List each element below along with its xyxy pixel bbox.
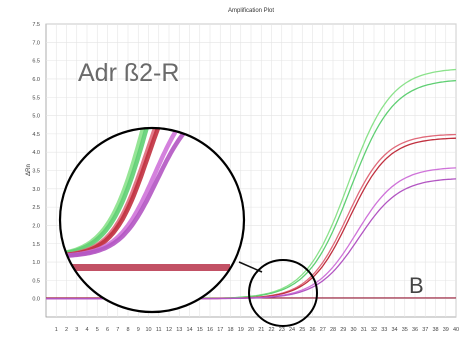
x-tick-label: 23 [279,327,285,333]
y-tick-label: 1.5 [32,242,40,248]
y-tick-label: 2.0 [32,223,40,229]
x-tick-label: 18 [227,327,233,333]
x-tick-label: 3 [75,327,78,333]
x-tick-label: 28 [330,327,336,333]
x-tick-label: 15 [197,327,203,333]
y-tick-label: 7.5 [32,22,40,28]
x-tick-label: 17 [217,327,223,333]
y-tick-label: 6.0 [32,77,40,83]
chart-title: Amplification Plot [228,8,274,14]
x-tick-label: 34 [391,327,397,333]
y-tick-label: 5.5 [32,95,40,101]
x-tick-label: 5 [96,327,99,333]
x-tick-label: 8 [126,327,129,333]
x-tick-label: 10 [145,327,151,333]
x-tick-label: 31 [361,327,367,333]
x-tick-label: 21 [258,327,264,333]
x-tick-label: 26 [309,327,315,333]
panel-label: B [409,273,424,298]
y-tick-label: 6.5 [32,59,40,65]
x-tick-label: 1 [55,327,58,333]
x-axis-ticks: 1 2 3 4 5 6 7 8 9 10 11 12 13 14 15 16 17 18 19 20 21 22 23 24 2… [55,327,459,333]
y-tick-label: 4.0 [32,150,40,156]
x-tick-label: 11 [156,327,162,333]
x-tick-label: 20 [248,327,254,333]
x-tick-label: 40 [453,327,459,333]
x-tick-label: 6 [106,327,109,333]
x-tick-label: 16 [207,327,213,333]
x-tick-label: 37 [422,327,428,333]
y-tick-label: 0.0 [32,297,40,303]
gene-annotation: Adr ß2-R [78,59,179,87]
y-tick-label: 1.0 [32,260,40,266]
zoom-target-circle [248,259,318,327]
y-tick-label: 3.5 [32,169,40,175]
zoom-inset [58,126,246,314]
inset-threshold-band [60,264,230,271]
x-tick-label: 32 [371,327,377,333]
y-tick-label: 0.5 [32,278,40,284]
y-tick-label: 4.5 [32,132,40,138]
x-tick-label: 22 [268,327,274,333]
x-tick-label: 30 [350,327,356,333]
y-tick-label: 2.5 [32,205,40,211]
x-tick-label: 7 [116,327,119,333]
x-tick-label: 29 [340,327,346,333]
x-tick-label: 39 [443,327,449,333]
y-axis-ticks: 0.0 0.5 1.0 1.5 2.0 2.5 3.0 3.5 4.0 4.5 5.0 5.5 6.0 6… [32,22,40,303]
y-tick-label: 5.0 [32,114,40,120]
x-tick-label: 35 [402,327,408,333]
x-tick-label: 36 [412,327,418,333]
inset-series-line-6 [60,128,244,259]
x-tick-label: 33 [381,327,387,333]
x-tick-label: 14 [186,327,192,333]
x-tick-label: 9 [137,327,140,333]
zoom-inset-border [58,126,246,314]
x-tick-label: 12 [166,327,172,333]
inset-series-line-2 [60,128,244,257]
y-tick-label: 3.0 [32,187,40,193]
x-tick-label: 25 [299,327,305,333]
x-tick-label: 27 [320,327,326,333]
y-axis-label: ΔRn [26,164,32,176]
x-tick-label: 4 [85,327,88,333]
x-tick-label: 24 [289,327,295,333]
y-tick-label: 7.0 [32,40,40,46]
x-tick-label: 38 [432,327,438,333]
x-tick-label: 19 [238,327,244,333]
x-tick-label: 2 [65,327,68,333]
x-tick-label: 13 [176,327,182,333]
